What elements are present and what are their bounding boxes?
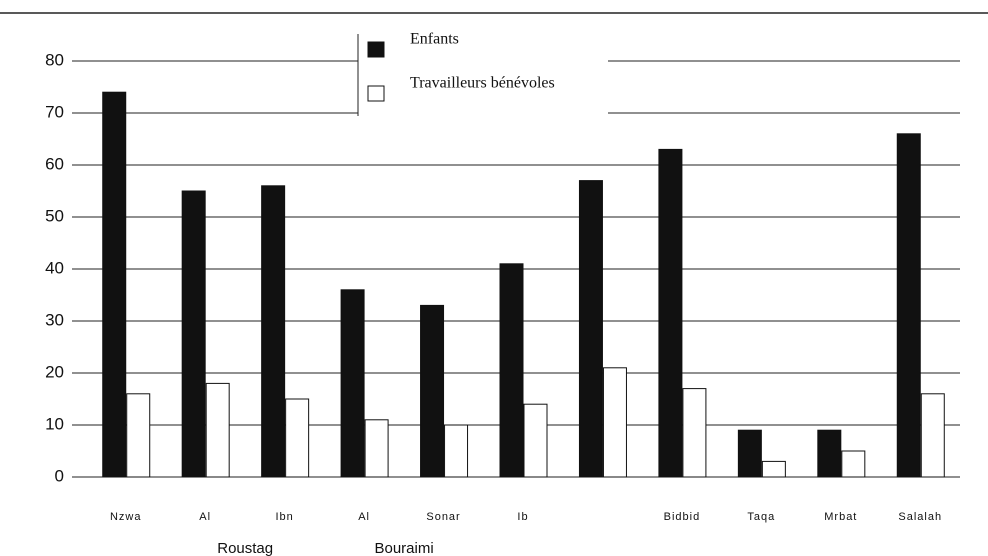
legend-swatch: [367, 85, 385, 102]
bar: [102, 91, 127, 478]
y-tick-label: 10: [45, 414, 64, 433]
x-tick-label: Bidbid: [664, 511, 701, 523]
bar: [682, 388, 707, 478]
x-tick-label: Al: [358, 511, 370, 523]
bar: [285, 398, 310, 478]
x-tick-label-line2: Roustag: [217, 540, 273, 556]
bar: [737, 429, 762, 478]
x-tick-label: Sonar: [426, 511, 460, 523]
bar: [364, 419, 389, 478]
bar: [658, 148, 683, 478]
y-tick-label: 50: [45, 206, 64, 225]
x-tick-label: Ibn: [275, 511, 293, 523]
y-tick-label: 40: [45, 258, 64, 277]
x-tick-label: Taqa: [747, 511, 775, 523]
y-tick-label: 20: [45, 362, 64, 381]
legend-label: Travailleurs bénévoles: [410, 75, 555, 92]
y-tick-label: 80: [45, 50, 64, 69]
bar: [261, 185, 286, 478]
bar: [761, 460, 786, 478]
bar: [841, 450, 866, 478]
bar: [896, 133, 921, 478]
legend-label: Enfants: [410, 31, 459, 48]
bar: [444, 424, 469, 478]
bar: [920, 393, 945, 478]
x-tick-label: Ib: [517, 511, 528, 523]
x-tick-label: Al: [199, 511, 211, 523]
y-tick-label: 30: [45, 310, 64, 329]
bar: [602, 367, 627, 478]
x-tick-label: Mrbat: [824, 511, 857, 523]
bar: [205, 382, 230, 478]
bar: [817, 429, 842, 478]
bar: [523, 403, 548, 478]
bar: [578, 180, 603, 478]
y-tick-label: 0: [55, 466, 64, 485]
legend-swatch: [367, 41, 385, 58]
x-tick-label: Nzwa: [110, 511, 142, 523]
x-tick-label: Salalah: [898, 511, 942, 523]
bar: [181, 190, 206, 478]
y-tick-label: 70: [45, 102, 64, 121]
bar: [340, 289, 365, 478]
bar: [126, 393, 151, 478]
legend-background: [358, 30, 608, 118]
y-tick-label: 60: [45, 154, 64, 173]
bar: [420, 304, 445, 478]
bar: [499, 263, 524, 478]
x-tick-label-line2: Bouraimi: [374, 540, 433, 556]
